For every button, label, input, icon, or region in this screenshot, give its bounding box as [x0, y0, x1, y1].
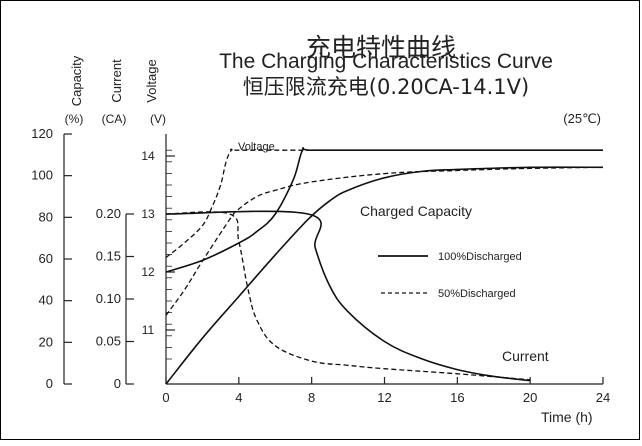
legend-solid-label: 100%Discharged [438, 251, 522, 263]
capacity-axis-unit: (%) [65, 112, 84, 126]
capacity-tick-label: 100 [31, 168, 53, 183]
current-annotation: Current [502, 348, 549, 364]
current-axis-unit: (CA) [102, 112, 127, 126]
chart-title: The Charging Characteristics Curve [219, 50, 553, 73]
current-50-discharged-line [165, 211, 531, 381]
capacity-tick-label: 60 [39, 251, 53, 266]
chart-title-cn: 充电特性曲线 [306, 33, 456, 62]
current-tick-label: 0.20 [96, 206, 121, 221]
x-tick-label: 8 [308, 390, 315, 405]
current-tick-label: 0.05 [96, 334, 121, 349]
current-axis-title: Current [109, 59, 124, 103]
current-tick-label: 0.10 [96, 291, 121, 306]
charged-capacity-100-discharged-line [165, 166, 604, 385]
voltage-annotation: Voltage [238, 141, 275, 153]
temperature-label: (25℃) [563, 111, 601, 126]
voltage-50-discharged-line [165, 148, 603, 259]
voltage-tick-label: 14 [141, 149, 155, 163]
capacity-axis-title: Capacity [69, 55, 84, 106]
capacity-tick-label: 80 [39, 209, 53, 224]
current-tick-label: 0 [114, 376, 121, 391]
current-100-discharged-line [165, 210, 531, 382]
voltage-tick-label: 11 [142, 323, 155, 337]
chart-subtitle: 恒压限流充电(0.20CA-14.1V) [243, 75, 529, 99]
voltage-axis-unit: (V) [150, 112, 166, 126]
x-tick-label: 0 [162, 390, 169, 405]
current-tick-label: 0.15 [96, 249, 121, 264]
charged-capacity-50-discharged-line [165, 166, 604, 316]
voltage-tick-label: 13 [141, 207, 155, 221]
capacity-tick-label: 20 [39, 334, 53, 349]
x-tick-label: 4 [235, 390, 242, 405]
capacity-tick-label: 0 [46, 376, 53, 391]
capacity-tick-label: 120 [31, 126, 53, 141]
x-tick-label: 24 [596, 390, 610, 405]
voltage-axis-title: Voltage [144, 59, 159, 102]
legend: 100%Discharged 50%Discharged [378, 251, 522, 300]
capacity-tick-label: 40 [39, 293, 53, 308]
x-tick-label: 16 [450, 390, 464, 405]
charged-capacity-annotation: Charged Capacity [360, 203, 472, 219]
voltage-tick-label: 12 [141, 265, 155, 279]
x-tick-label: 20 [523, 390, 537, 405]
x-axis-title: Time (h) [541, 409, 593, 425]
legend-dashed-label: 50%Discharged [438, 288, 516, 300]
x-tick-label: 12 [377, 390, 391, 405]
